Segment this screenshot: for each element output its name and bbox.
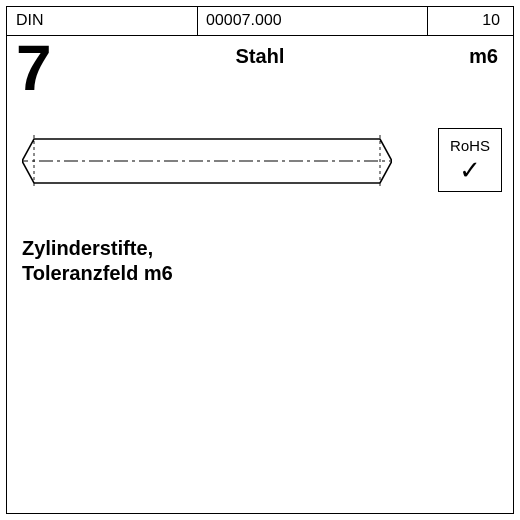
pin-drawing bbox=[22, 128, 392, 194]
header-code-cell: 00007.000 bbox=[198, 6, 428, 35]
din-label: DIN bbox=[16, 12, 44, 30]
material-label: Stahl bbox=[0, 46, 520, 69]
header-row: DIN 00007.000 10 bbox=[6, 6, 514, 36]
title-line-2: Toleranzfeld m6 bbox=[22, 263, 173, 286]
rev-value: 10 bbox=[482, 12, 500, 30]
title-block: Zylinderstifte, Toleranzfeld m6 bbox=[22, 238, 173, 286]
tolerance-label: m6 bbox=[469, 46, 498, 69]
header-rev-cell: 10 bbox=[428, 6, 514, 35]
title-line-1: Zylinderstifte, bbox=[22, 238, 173, 261]
rohs-badge: RoHS ✓ bbox=[438, 128, 502, 192]
header-din-cell: DIN bbox=[6, 6, 198, 35]
rohs-label: RoHS bbox=[450, 138, 490, 155]
code-value: 00007.000 bbox=[206, 12, 282, 30]
check-icon: ✓ bbox=[459, 157, 481, 183]
